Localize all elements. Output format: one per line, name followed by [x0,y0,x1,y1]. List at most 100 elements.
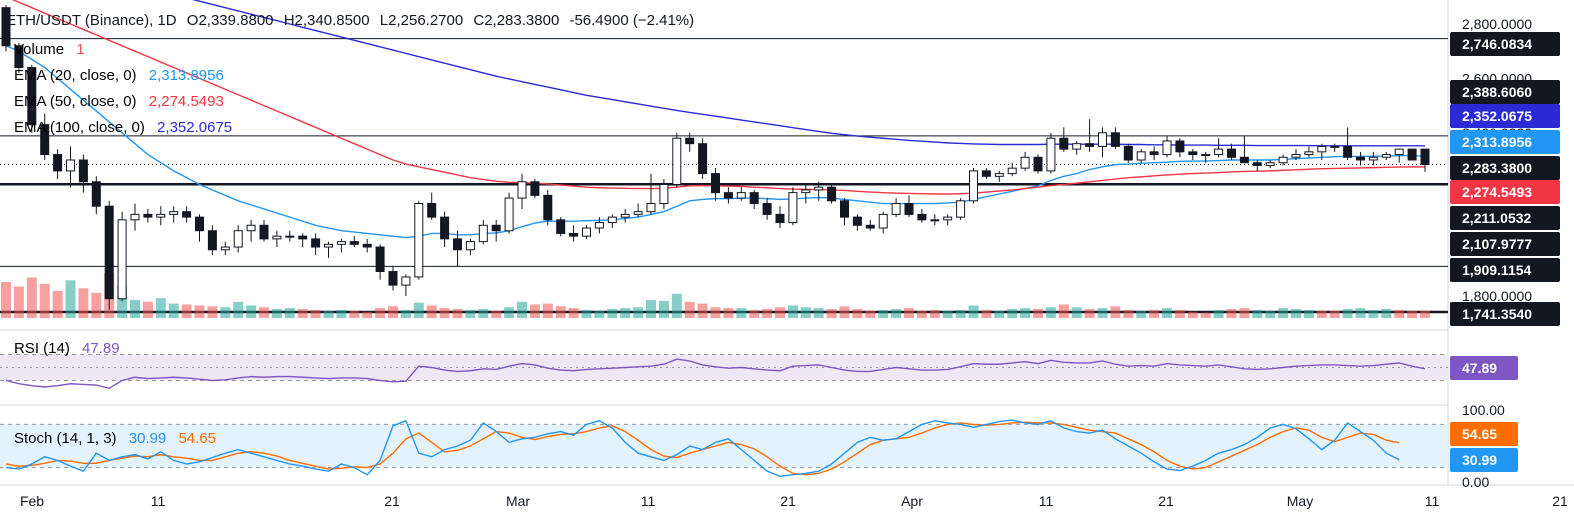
stoch-d-value: 54.65 [178,430,216,447]
candle-body [543,194,553,221]
candle-body [336,241,346,245]
volume-bar [1381,309,1392,318]
candle-body [1123,145,1133,161]
ema50-legend[interactable]: EMA (50, close, 0) 2,274.5493 [14,92,224,112]
volume-bar [878,309,889,318]
volume-bar [284,308,295,318]
stoch-band [0,424,1448,468]
close-value: C2,283.3800 [473,12,560,29]
price-tag-label: 47.89 [1462,360,1497,376]
candle-body [827,186,837,202]
candle-body [324,243,333,248]
time-tick-label: 21 [780,493,796,509]
volume-bar [955,309,966,318]
price-tag: 2,746.0834 [1450,32,1560,56]
candle-body [840,200,849,218]
candle-body [401,276,411,286]
candle-body [930,219,940,222]
candle-body [375,246,385,273]
candle-body [1,7,11,47]
candle-body [272,235,282,240]
candle-body [182,211,192,218]
volume-bar [1265,310,1276,318]
symbol-label[interactable]: ETH/USDT (Binance), 1D [6,12,177,29]
volume-bar [1213,309,1224,318]
volume-bar [91,292,102,318]
price-tag: 2,352.0675 [1450,104,1560,128]
volume-bar [1136,310,1147,318]
candle-body [14,45,24,69]
price-tag-box [1450,206,1560,230]
price-tag-label: 30.99 [1462,452,1497,468]
stoch-tick-label: 0.00 [1462,474,1489,490]
volume-bar [865,310,876,318]
rsi-legend[interactable]: RSI (14) 47.89 [14,339,120,359]
candle-body [78,159,88,183]
candle-body [233,230,243,248]
candle-body [620,213,630,218]
price-tag-label: 1,909.1154 [1462,262,1532,278]
price-tag-label: 2,388.6060 [1462,84,1532,100]
volume-bar [1162,308,1172,318]
candle-body [130,213,140,221]
volume-bar [1045,307,1056,318]
price-tag-box [1450,104,1560,128]
volume-bar [1033,309,1043,318]
volume-bar [1278,308,1289,318]
candle-body [698,143,708,175]
candle-body [1149,151,1159,156]
price-tag-box [1450,356,1518,380]
price-tag: 2,211.0532 [1450,206,1560,230]
price-tag-label: 54.65 [1462,426,1497,442]
candle-body [1394,148,1404,156]
candle-body [285,235,295,238]
volume-bar [1329,310,1340,318]
volume-bar [1200,312,1211,318]
volume-bar [1368,309,1379,318]
price-tag: 47.89 [1450,356,1518,380]
candle-body [865,224,875,229]
volume-bar [39,283,50,318]
candle-body [1214,148,1224,156]
candle-body [1368,156,1378,161]
candle-body [569,232,579,237]
volume-bar [646,300,656,318]
stoch-tick-label: 100.00 [1462,402,1505,418]
price-tag: 54.65 [1450,422,1518,446]
volume-bar [220,307,231,318]
candle-body [814,186,824,191]
candle-body [1278,156,1288,164]
volume-bar [800,307,811,318]
candle-body [349,241,359,245]
volume-bar [1239,308,1250,318]
stoch-legend[interactable]: Stoch (14, 1, 3) 30.99 54.65 [14,429,216,449]
volume-bar [1020,308,1031,318]
volume-bar [142,301,153,318]
candle-body [775,213,785,224]
volume-legend[interactable]: Volume 1 [14,40,85,60]
candle-body [1239,156,1249,164]
ema100-legend[interactable]: EMA (100, close, 0) 2,352.0675 [14,118,232,138]
volume-bar [388,306,398,318]
volume-bar [581,309,592,318]
ema20-legend[interactable]: EMA (20, close, 0) 2,313.8956 [14,66,224,86]
candle-body [711,173,720,194]
volume-bar [336,309,347,318]
price-tag-box [1450,80,1560,104]
candle-body [40,124,50,156]
candle-body [1188,151,1198,156]
volume-bar [1123,309,1134,318]
stoch-k-value: 30.99 [128,430,167,447]
volume-bar [826,309,837,318]
candle-body [220,246,230,251]
volume-bar [310,309,321,318]
volume-bar [1187,311,1198,318]
time-tick-label: 11 [641,493,656,509]
volume-bar [13,286,24,318]
ema100-line [192,0,1426,147]
time-tick-label: 21 [1158,493,1174,509]
ema20-label: EMA (20, close, 0) [14,67,137,84]
candle-body [1007,167,1017,175]
rsi-label: RSI (14) [14,340,70,357]
